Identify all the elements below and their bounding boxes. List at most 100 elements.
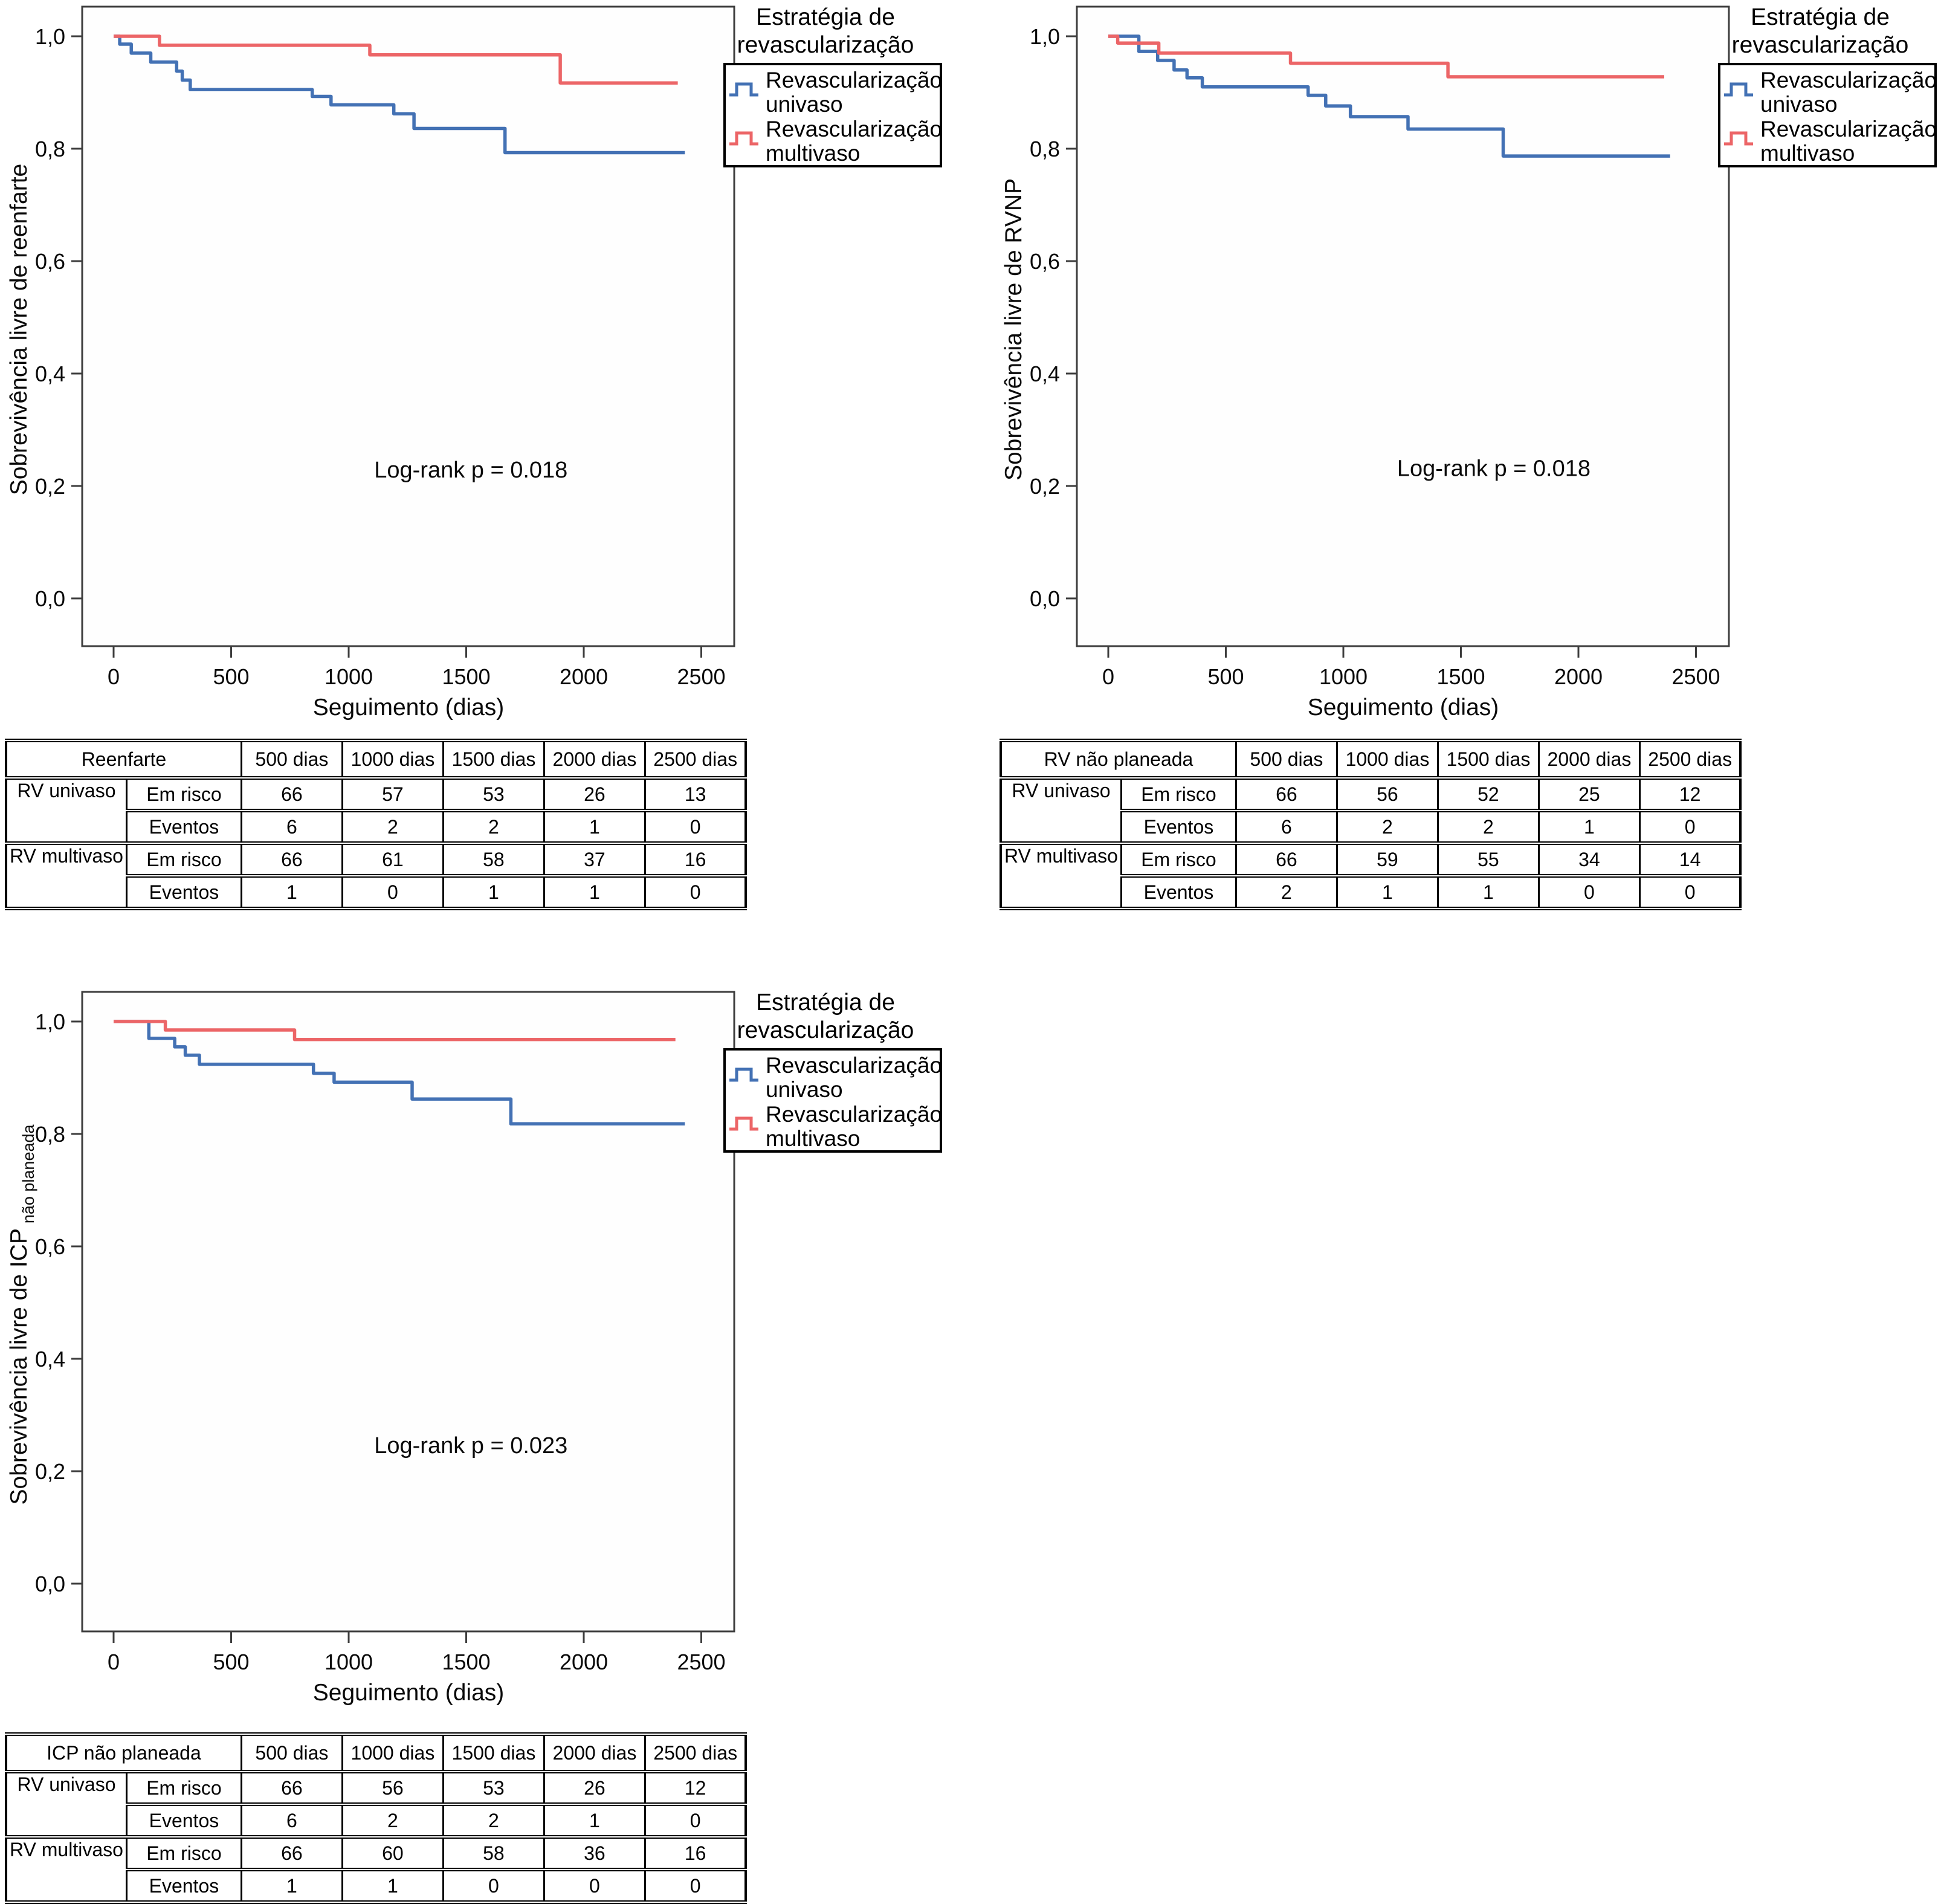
legend-label-line2: multivaso	[1760, 140, 1855, 166]
km-curve-multivaso	[1108, 34, 1664, 79]
risk-table-row-label: Eventos	[125, 809, 242, 845]
y-tick-label: 0,4	[1030, 361, 1060, 386]
y-axis-title: Sobrevivência livre de RVNP	[1001, 178, 1027, 481]
risk-table-value: 2	[442, 1802, 545, 1839]
risk-table-value: 0	[1638, 874, 1742, 910]
legend-entry-univaso: Revascularização univaso	[727, 1053, 942, 1103]
legend-label-line2: multivaso	[766, 1125, 861, 1151]
legend-entry-label: Revascularização univaso	[766, 68, 942, 117]
risk-table-row-label: Em risco	[125, 1770, 242, 1806]
risk-table-value: 1	[442, 874, 545, 910]
y-tick-label: 0,8	[1030, 137, 1060, 161]
risk-table-header-row: Reenfarte 500 dias 1000 dias 1500 dias 2000 …	[5, 739, 747, 780]
risk-table-value: 0	[341, 874, 444, 910]
risk-table: Reenfarte 500 dias 1000 dias 1500 dias 2000 …	[5, 739, 748, 910]
risk-table-value: 36	[543, 1835, 646, 1871]
x-tick-label: 1500	[442, 1650, 490, 1674]
y-tick-label: 0,4	[35, 1347, 65, 1371]
risk-table-value: 2	[1335, 809, 1439, 845]
risk-table-value: 55	[1436, 841, 1540, 878]
plot-texts: 0 500 1000 1500 2000 2500 1,0 0,8 0,6 0,4 0,2 0,0 So…	[6, 24, 726, 720]
risk-table-value: 1	[543, 1802, 646, 1839]
y-axis-title: Sobrevivência livre de ICPnão planeada	[6, 1124, 37, 1505]
risk-table-row-label: Eventos	[125, 1868, 242, 1904]
risk-table-row: RV multivaso Em risco 66 60 58 36 16	[5, 1835, 747, 1904]
risk-table-value: 66	[240, 1770, 343, 1806]
risk-table-value: 34	[1537, 841, 1641, 878]
risk-table-col-header: 2500 dias	[644, 739, 747, 780]
legend-title: Estratégia de revascularização	[1714, 4, 1926, 59]
risk-table-value: 6	[240, 809, 343, 845]
axes	[71, 1020, 702, 1643]
risk-table-header-row: ICP não planeada 500 dias 1000 dias 1500 di…	[5, 1732, 747, 1773]
x-tick-label: 500	[1207, 664, 1244, 689]
y-axis-title-subscript: não planeada	[19, 1124, 37, 1224]
axes	[1066, 35, 1697, 658]
risk-table-value: 37	[543, 841, 646, 878]
legend-entry-multivaso: Revascularização multivaso	[727, 117, 942, 166]
legend-title-line1: Estratégia de	[756, 989, 895, 1015]
step-line-icon	[1724, 82, 1753, 97]
risk-table-value: 0	[543, 1868, 646, 1904]
risk-table-col-header: 500 dias	[240, 1732, 343, 1773]
survival-curves	[114, 1020, 685, 1126]
risk-table-value: 26	[543, 776, 646, 812]
risk-table-value: 0	[442, 1868, 545, 1904]
risk-table-value: 1	[240, 874, 343, 910]
step-line-icon	[1724, 131, 1753, 146]
risk-table-value: 53	[442, 776, 545, 812]
legend-title-line2: revascularização	[737, 1017, 914, 1044]
risk-table-title: Reenfarte	[5, 739, 242, 780]
risk-table-value: 0	[644, 1802, 747, 1839]
y-tick-label: 1,0	[1030, 24, 1060, 49]
risk-table-value: 0	[644, 809, 747, 845]
risk-table-value: 1	[1537, 809, 1641, 845]
risk-table-value: 52	[1436, 776, 1540, 812]
risk-table-value: 1	[543, 809, 646, 845]
risk-table-group-name: RV multivaso	[1000, 841, 1122, 910]
km-curve-univaso	[1108, 34, 1670, 158]
risk-table-value: 2	[341, 809, 444, 845]
risk-table-row-label: Eventos	[125, 1802, 242, 1839]
step-line-icon	[729, 1116, 758, 1131]
risk-table-group-name: RV multivaso	[5, 841, 128, 910]
risk-table-col-header: 1500 dias	[1436, 739, 1540, 780]
risk-table-value: 14	[1638, 841, 1742, 878]
risk-table-row: RV univaso Em risco 66 56 52 25 12	[1000, 776, 1742, 845]
legend-label-line2: multivaso	[766, 140, 861, 166]
log-rank-annotation: Log-rank p = 0.018	[1397, 456, 1591, 481]
risk-table-value: 25	[1537, 776, 1641, 812]
step-line-icon	[729, 82, 758, 97]
risk-table-value: 57	[341, 776, 444, 812]
risk-table-row-label: Eventos	[1120, 874, 1237, 910]
legend-label-line2: univaso	[1760, 92, 1838, 117]
risk-table-title: RV não planeada	[1000, 739, 1237, 780]
risk-table-value: 2	[341, 1802, 444, 1839]
x-tick-label: 2000	[560, 664, 608, 689]
risk-table-value: 56	[341, 1770, 444, 1806]
risk-table-value: 1	[1335, 874, 1439, 910]
legend-label-line1: Revascularização	[766, 116, 943, 141]
survival-curves	[114, 34, 685, 155]
risk-table-value: 12	[644, 1770, 747, 1806]
legend-title: Estratégia de revascularização	[719, 989, 932, 1044]
x-tick-label: 1000	[1319, 664, 1368, 689]
risk-table-group-name: RV multivaso	[5, 1835, 128, 1904]
risk-table-value: 16	[644, 1835, 747, 1871]
risk-table-value: 66	[1235, 841, 1338, 878]
y-tick-label: 0,2	[35, 1459, 65, 1484]
risk-table-value: 12	[1638, 776, 1742, 812]
legend: Revascularização univaso Revascularização m…	[723, 1048, 942, 1153]
risk-table: ICP não planeada 500 dias 1000 dias 1500 di…	[5, 1732, 748, 1904]
risk-table-col-header: 2000 dias	[543, 1732, 646, 1773]
risk-table-col-header: 500 dias	[240, 739, 343, 780]
x-tick-label: 500	[213, 1650, 249, 1674]
risk-table-row-label: Eventos	[1120, 809, 1237, 845]
risk-table-value: 6	[1235, 809, 1338, 845]
legend-entry-multivaso: Revascularização multivaso	[1722, 117, 1937, 166]
risk-table-header-row: RV não planeada 500 dias 1000 dias 1500 dia…	[1000, 739, 1742, 780]
y-tick-label: 0,0	[1030, 586, 1060, 611]
legend-label-line1: Revascularização	[766, 1053, 943, 1078]
risk-table-col-header: 1500 dias	[442, 1732, 545, 1773]
legend-label-line2: univaso	[766, 1077, 843, 1103]
